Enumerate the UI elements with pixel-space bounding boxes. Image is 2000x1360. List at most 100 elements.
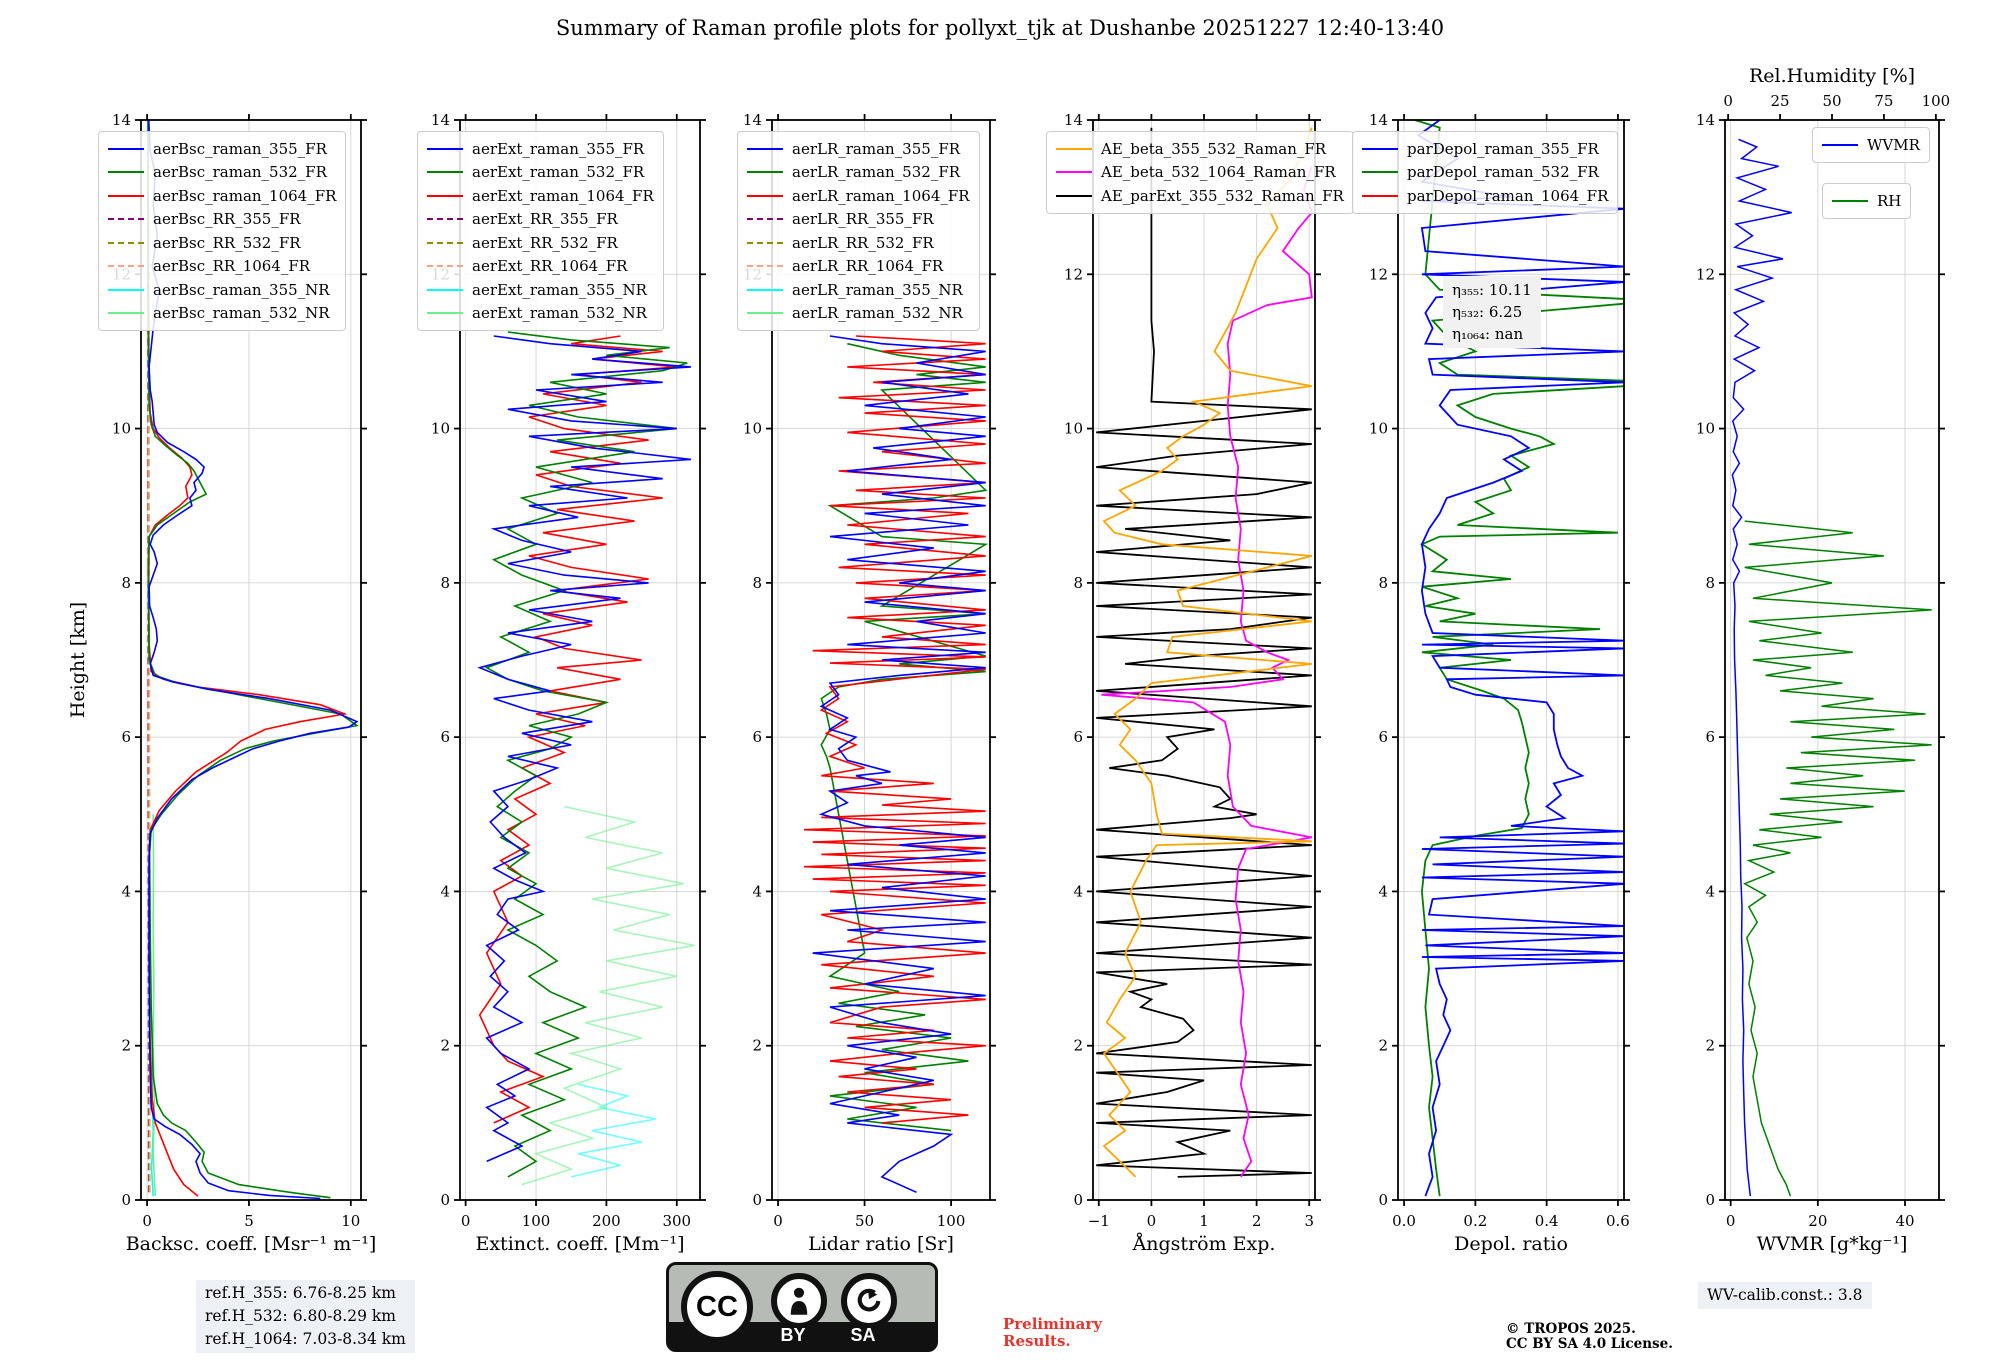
legend-lidar_ratio: aerLR_raman_355_FR aerLR_raman_532_FR aerL… [737, 131, 980, 331]
legend-line-sample [427, 218, 463, 221]
y-tick-label: 10 [1064, 420, 1083, 438]
x-tick-label: 1 [1199, 1212, 1209, 1230]
y-tick-label: 6 [752, 728, 762, 746]
legend-item: aerExt_raman_355_FR [427, 137, 654, 161]
y-tick-label: 6 [440, 728, 450, 746]
y-tick-label: 8 [1378, 574, 1388, 592]
legend-wvmr-1: RH [1822, 183, 1912, 219]
y-tick-label: 10 [743, 420, 762, 438]
x-tick-label: 3 [1304, 1212, 1314, 1230]
y-tick-label: 14 [1064, 111, 1083, 129]
top-tick-label: 25 [1771, 92, 1790, 110]
x-tick-label: 100 [937, 1212, 966, 1230]
legend-item: aerExt_RR_355_FR [427, 208, 654, 232]
legend-line-sample [1056, 194, 1092, 197]
x-tick-label: 100 [522, 1212, 551, 1230]
legend-item-label: WVMR [1867, 135, 1920, 154]
xlabel-angstrom_exp: Ångström Exp. [1132, 1233, 1276, 1255]
x-tick-label: 0 [461, 1212, 471, 1230]
legend-line-sample [747, 241, 783, 244]
legend-item-label: aerLR_raman_532_NR [792, 304, 963, 323]
legend-item-label: aerBsc_raman_1064_FR [153, 186, 337, 205]
y-tick-label: 10 [431, 420, 450, 438]
series-aerBsc_raman_532_FR [147, 120, 359, 1199]
cc-license-badge: CC BY SA [666, 1262, 938, 1352]
legend-line-sample [108, 265, 144, 268]
xlabel-depol_ratio: Depol. ratio [1454, 1233, 1568, 1255]
legend-line-sample [427, 241, 463, 244]
x-tick-label: 2 [1252, 1212, 1262, 1230]
series-aerLR_raman_355_FR [812, 335, 986, 1194]
top-tick-label: 75 [1874, 92, 1893, 110]
legend-item: aerLR_raman_532_FR [747, 161, 970, 185]
legend-item-label: aerExt_raman_532_NR [472, 304, 647, 323]
depol-eta-355: η₃₅₅: 10.11 [1452, 281, 1532, 299]
legend-line-sample [108, 194, 144, 197]
legend-item-label: parDepol_raman_355_FR [1407, 139, 1599, 158]
x-tick-label: 0.2 [1463, 1212, 1487, 1230]
legend-item: aerBsc_raman_355_NR [108, 278, 336, 302]
legend-item-label: AE_beta_532_1064_Raman_FR [1101, 163, 1336, 182]
ref-h-355: ref.H_355: 6.76-8.25 km [205, 1284, 396, 1302]
series-RH [1742, 520, 1932, 1197]
cc-icon: CC [681, 1271, 753, 1343]
y-tick-label: 0 [752, 1191, 762, 1209]
legend-line-sample [1362, 194, 1398, 197]
x-tick-label: 10 [341, 1212, 360, 1230]
legend-item-label: AE_parExt_355_532_Raman_FR [1101, 186, 1344, 205]
legend-item: aerBsc_raman_1064_FR [108, 184, 336, 208]
legend-line-sample [108, 147, 144, 150]
legend-wvmr: WVMR [1812, 127, 1930, 163]
y-tick-label: 0 [1378, 1191, 1388, 1209]
x-tick-label: 300 [662, 1212, 691, 1230]
legend-item-label: aerLR_RR_355_FR [792, 210, 934, 229]
axes-frame [140, 119, 362, 1201]
series-aerBsc_raman_532_NR [152, 814, 157, 1197]
legend-line-sample [427, 147, 463, 150]
legend-item-label: aerExt_raman_355_NR [472, 280, 647, 299]
y-tick-label: 0 [1705, 1191, 1715, 1209]
y-tick-label: 2 [440, 1037, 450, 1055]
legend-line-sample [108, 218, 144, 221]
y-tick-label: 6 [1705, 728, 1715, 746]
series-aerLR_raman_532_FR [820, 342, 989, 1132]
y-tick-label: 2 [1705, 1037, 1715, 1055]
y-tick-label: 0 [1073, 1191, 1083, 1209]
legend-item-label: aerLR_RR_532_FR [792, 233, 934, 252]
legend-item: RH [1832, 189, 1901, 213]
series-parDepol_raman_355_FR [1416, 120, 1624, 1197]
series-WVMR [1731, 138, 1792, 1197]
y-tick-label: 4 [440, 882, 450, 900]
legend-line-sample [1056, 147, 1092, 150]
legend-item: aerLR_raman_355_FR [747, 137, 970, 161]
y-tick-label: 14 [1369, 111, 1388, 129]
legend-item: AE_beta_532_1064_Raman_FR [1056, 161, 1344, 185]
ref-h-1064: ref.H_1064: 7.03-8.34 km [205, 1330, 406, 1348]
legend-item-label: aerExt_RR_1064_FR [472, 257, 628, 276]
x-tick-label: 5 [244, 1212, 254, 1230]
legend-line-sample [1362, 171, 1398, 174]
legend-line-sample [747, 147, 783, 150]
copyright-line1: © TROPOS 2025. [1506, 1321, 1636, 1337]
y-tick-label: 4 [1705, 882, 1715, 900]
legend-item-label: aerLR_raman_355_FR [792, 139, 961, 158]
legend-item: aerLR_raman_532_NR [747, 302, 970, 326]
legend-backscatter: aerBsc_raman_355_FR aerBsc_raman_532_FR ae… [98, 131, 347, 331]
y-tick-label: 14 [1696, 111, 1715, 129]
legend-line-sample [1822, 143, 1858, 146]
legend-item: aerBsc_raman_355_FR [108, 137, 336, 161]
panel-depol_ratio: 0.0 0.2 0.4 0.6 0 2 4 6 8 10 12 14 Depol. ratio [1369, 111, 1630, 1255]
legend-item: AE_beta_355_532_Raman_FR [1056, 137, 1344, 161]
series-AE_beta_355_532_Raman_FR [1102, 127, 1313, 1178]
copyright-line2: CC BY SA 4.0 License. [1506, 1336, 1673, 1352]
legend-item: aerExt_raman_355_NR [427, 278, 654, 302]
depol-eta-532: η₅₃₂: 6.25 [1452, 303, 1523, 321]
legend-item-label: aerBsc_RR_1064_FR [153, 257, 311, 276]
legend-item: aerLR_RR_355_FR [747, 208, 970, 232]
y-tick-label: 8 [440, 574, 450, 592]
figure-title: Summary of Raman profile plots for polly… [555, 16, 1445, 40]
y-tick-label: 6 [1378, 728, 1388, 746]
y-tick-label: 14 [743, 111, 762, 129]
legend-item-label: parDepol_raman_1064_FR [1407, 186, 1609, 205]
